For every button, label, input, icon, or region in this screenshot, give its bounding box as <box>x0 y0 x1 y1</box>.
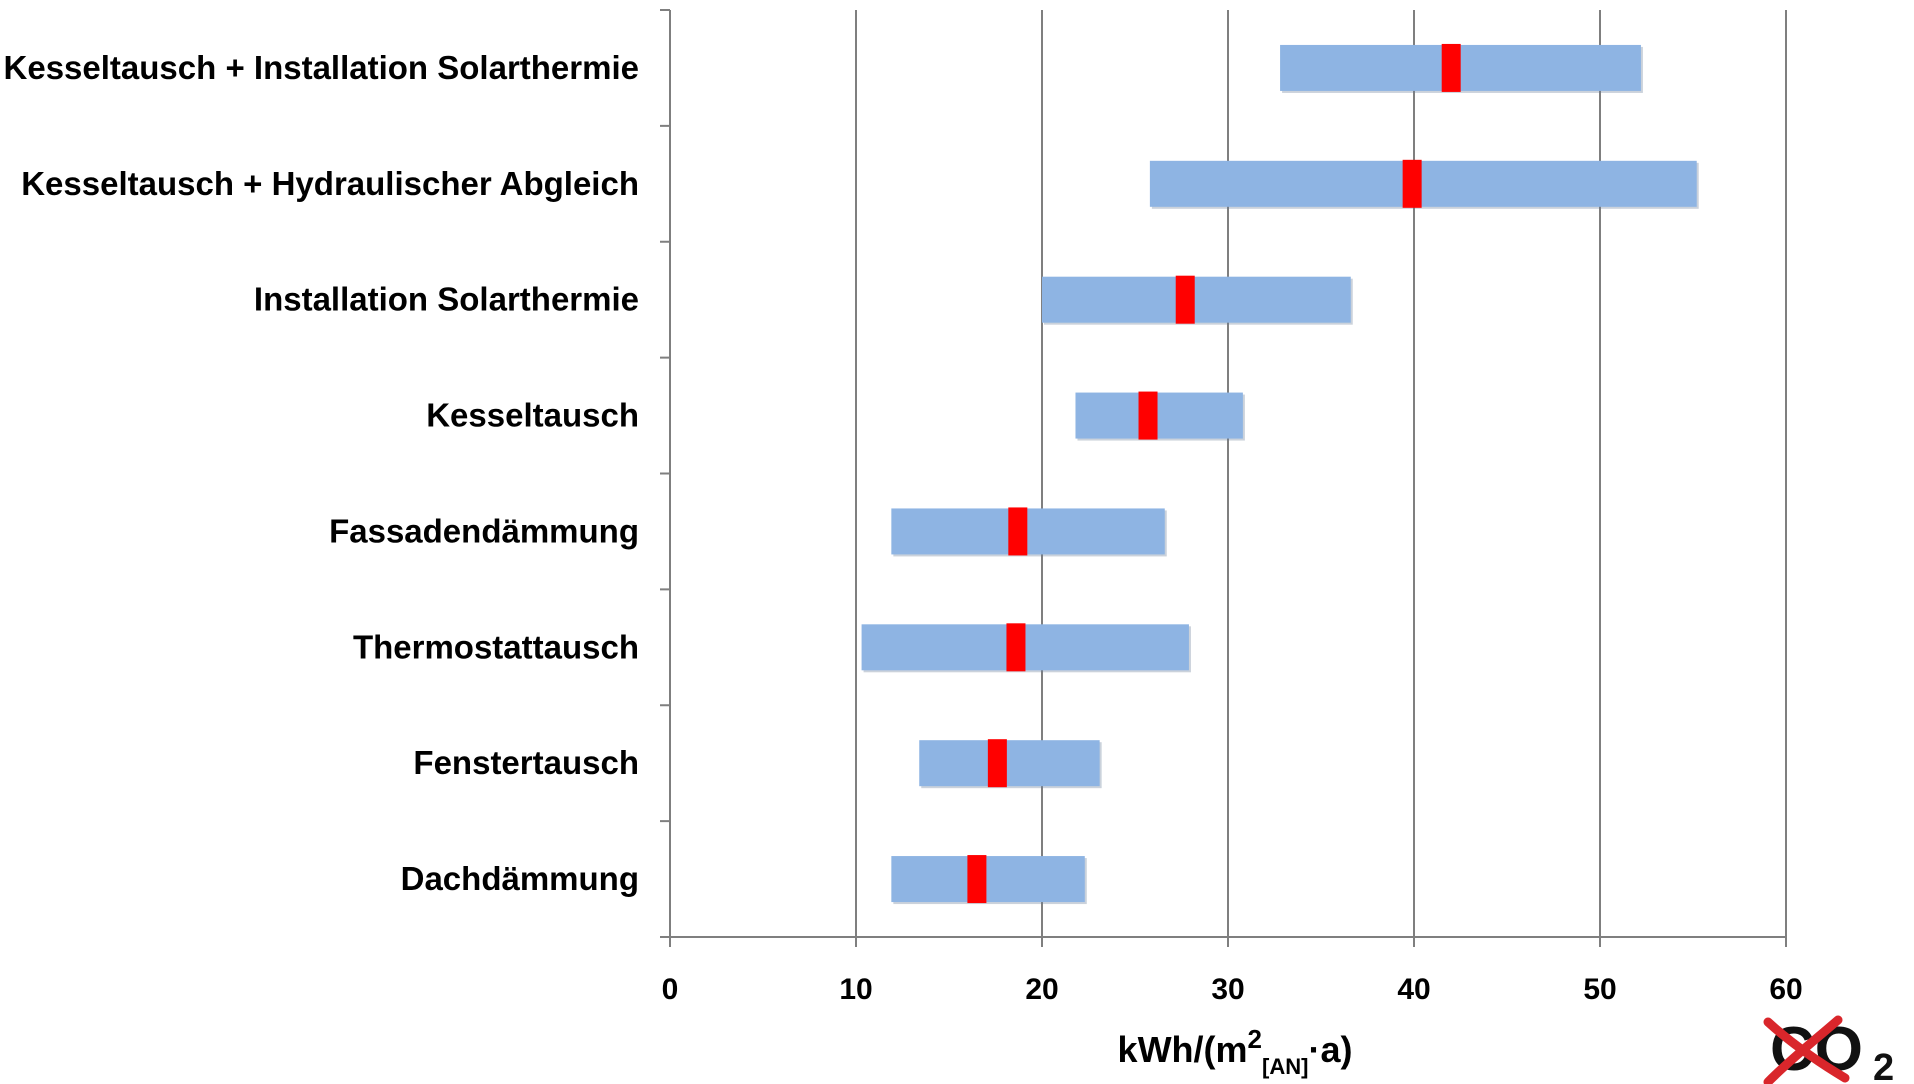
crossed-out-co2-logo: CO 2 <box>1763 1015 1894 1084</box>
category-label: Installation Solarthermie <box>254 281 639 318</box>
x-tick-label: 30 <box>1211 973 1244 1006</box>
median-marker <box>987 739 1007 788</box>
x-tick-label: 40 <box>1397 973 1430 1006</box>
gridlines <box>855 10 1787 937</box>
median-marker <box>1006 623 1026 672</box>
category-labels: Kesseltausch + Installation Solarthermie… <box>4 49 639 897</box>
category-label: Kesseltausch + Installation Solarthermie <box>4 49 639 86</box>
x-tick-label: 20 <box>1025 973 1058 1006</box>
x-axis-title-prefix: kWh/(m <box>1118 1029 1248 1070</box>
x-axis-title-superscript: 2 <box>1248 1024 1262 1054</box>
median-marker <box>1402 159 1422 208</box>
range-bar <box>891 508 1165 555</box>
median-marker <box>1008 507 1028 556</box>
category-label: Fassadendämmung <box>329 512 639 549</box>
axes <box>660 9 1787 947</box>
x-axis-title: kWh/(m2[AN]·a) <box>1118 1024 1353 1079</box>
x-tick-label: 60 <box>1769 973 1802 1006</box>
category-label: Dachdämmung <box>401 860 639 897</box>
x-axis-title-subscript: [AN] <box>1262 1054 1308 1079</box>
median-marker <box>1138 391 1158 440</box>
median-marker <box>967 855 987 904</box>
x-tick-label: 50 <box>1583 973 1616 1006</box>
median-marker <box>1441 43 1461 92</box>
range-bar <box>1075 392 1243 439</box>
logo-subscript-text: 2 <box>1873 1047 1894 1084</box>
range-bar <box>919 740 1100 787</box>
range-bar <box>891 856 1085 903</box>
x-tick-label: 10 <box>839 973 872 1006</box>
range-bar <box>1042 276 1351 323</box>
median-marker <box>1175 275 1195 324</box>
x-tick-labels: 0 10 20 30 40 50 60 <box>662 973 1803 1006</box>
category-label: Fenstertausch <box>413 744 639 781</box>
x-tick-label: 0 <box>662 973 679 1006</box>
range-bars <box>861 43 1699 905</box>
range-bar <box>1149 160 1697 207</box>
category-label: Kesseltausch <box>426 397 639 434</box>
x-axis-title-suffix: ·a) <box>1308 1029 1352 1070</box>
category-label: Thermostattausch <box>353 628 639 665</box>
logo-cross-mark <box>1763 1015 1850 1084</box>
logo-co-text: CO <box>1770 1015 1863 1084</box>
category-label: Kesseltausch + Hydraulischer Abgleich <box>21 165 639 202</box>
